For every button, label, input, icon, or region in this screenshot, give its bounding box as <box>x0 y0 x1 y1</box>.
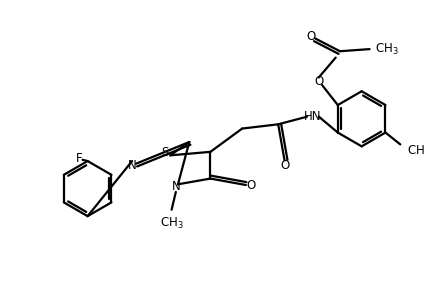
Text: CH$_3$: CH$_3$ <box>375 41 398 57</box>
Text: CH$_3$: CH$_3$ <box>160 216 184 231</box>
Text: N: N <box>171 180 180 193</box>
Text: O: O <box>246 179 255 192</box>
Text: CH$_3$: CH$_3$ <box>407 144 425 159</box>
Text: HN: HN <box>304 110 322 123</box>
Text: O: O <box>314 75 323 88</box>
Text: N: N <box>128 159 136 172</box>
Text: S: S <box>162 146 169 159</box>
Text: O: O <box>281 159 290 172</box>
Text: F: F <box>76 152 82 165</box>
Text: O: O <box>306 30 315 43</box>
